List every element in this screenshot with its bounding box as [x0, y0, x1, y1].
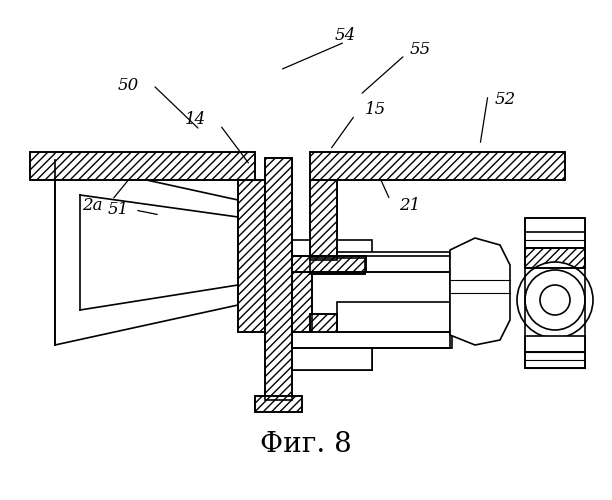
Bar [310, 180, 337, 260]
Bar [310, 314, 337, 332]
Bar [265, 158, 292, 400]
Bar [525, 248, 585, 268]
Circle shape [540, 285, 570, 315]
Bar [292, 256, 366, 272]
Text: 21: 21 [400, 196, 420, 214]
Polygon shape [292, 240, 450, 370]
Bar [310, 314, 337, 332]
Bar [238, 180, 265, 332]
Bar [292, 272, 312, 332]
Bar [337, 252, 450, 272]
Text: 52: 52 [494, 92, 516, 108]
Text: 14: 14 [184, 112, 206, 128]
Bar [525, 218, 585, 232]
Polygon shape [450, 238, 510, 345]
Bar [310, 152, 565, 180]
Bar [30, 152, 255, 180]
Bar [525, 336, 585, 352]
Circle shape [517, 262, 593, 338]
Bar [255, 396, 302, 412]
Bar [292, 256, 366, 272]
Bar [525, 352, 585, 368]
Bar [292, 348, 372, 370]
Bar [310, 258, 365, 274]
Bar [310, 180, 337, 260]
Polygon shape [55, 160, 238, 345]
Bar [337, 302, 450, 332]
Text: Фиг. 8: Фиг. 8 [260, 432, 352, 458]
Bar [525, 248, 585, 368]
Bar [525, 218, 585, 248]
Bar [265, 158, 292, 400]
Bar [292, 260, 452, 348]
Text: 55: 55 [409, 42, 431, 58]
Circle shape [525, 270, 585, 330]
Text: 15: 15 [364, 102, 386, 118]
Bar [310, 152, 565, 180]
Text: 51: 51 [107, 202, 129, 218]
Bar [292, 270, 372, 370]
Bar [30, 152, 255, 180]
Text: 50: 50 [118, 76, 139, 94]
Bar [238, 180, 265, 332]
Bar [292, 272, 312, 332]
Bar [310, 258, 365, 274]
Bar [255, 396, 302, 412]
Bar [525, 230, 585, 248]
Text: 2a: 2a [82, 196, 102, 214]
Text: 54: 54 [334, 26, 356, 44]
Bar [525, 248, 585, 268]
